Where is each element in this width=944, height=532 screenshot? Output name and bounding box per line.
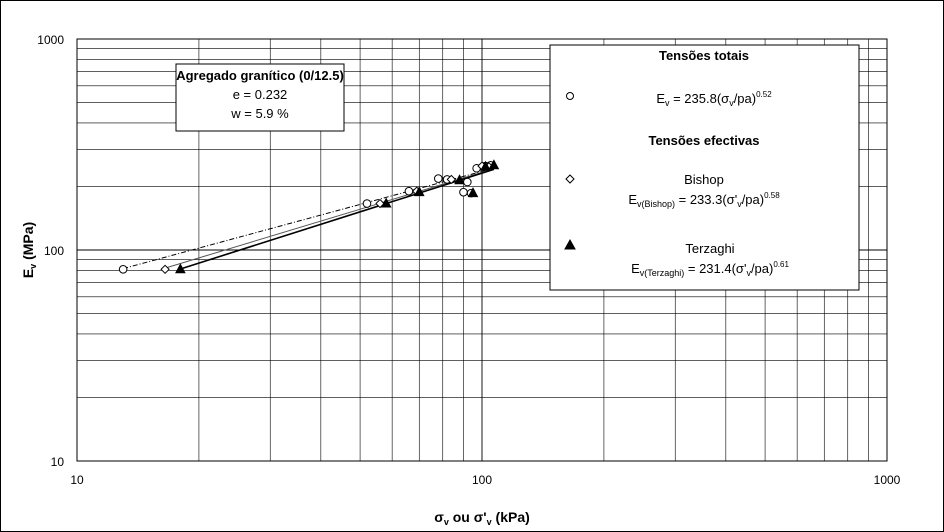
data-point-terzaghi (413, 186, 425, 197)
fit-lines (123, 168, 495, 270)
data-point-terzaghi (454, 174, 465, 185)
data-point-totais (118, 265, 128, 274)
info-box-water-content: w = 5.9 % (230, 106, 289, 121)
fit-line-1 (164, 169, 490, 269)
data-point-terzaghi (488, 159, 500, 170)
legend-equation-totais: Ev = 235.8(σv/pa)0.52 (656, 90, 772, 108)
data-point-totais (362, 199, 372, 208)
legend-marker-totais (566, 92, 574, 100)
y-tick-label-10: 10 (51, 455, 65, 469)
data-point-bishop (160, 264, 170, 275)
info-box: Agregado granítico (0/12.5) e = 0.232 w … (175, 63, 345, 132)
legend-equation-bishop: Ev(Bishop) = 233.3(σ'v/pa)0.58 (628, 191, 780, 209)
fit-line-2 (180, 168, 495, 270)
data-markers (118, 159, 500, 275)
data-point-terzaghi (480, 160, 491, 171)
plot-border (76, 38, 888, 462)
legend-equation-terzaghi: Ev(Terzaghi) = 231.4(σ'v/pa)0.61 (631, 260, 789, 278)
legend: Tensões totais Ev = 235.8(σv/pa)0.52 Ten… (549, 44, 860, 291)
y-axis-label: Ev (MPa) (20, 222, 38, 278)
x-tick-label-1000: 1000 (874, 473, 901, 487)
data-point-terzaghi (175, 263, 186, 274)
info-box-void-ratio: e = 0.232 (233, 87, 288, 102)
y-tick-label-100: 100 (44, 244, 64, 258)
legend-title-efectivas: Tensões efectivas (648, 133, 759, 148)
y-tick-label-1000: 1000 (37, 33, 64, 47)
x-tick-label-10: 10 (70, 473, 84, 487)
legend-marker-terzaghi (564, 238, 576, 250)
legend-title-totais: Tensões totais (659, 48, 749, 63)
data-point-terzaghi (467, 187, 479, 198)
x-tick-label-100: 100 (472, 473, 492, 487)
data-point-totais (404, 186, 414, 196)
info-box-title: Agregado granítico (0/12.5) (176, 68, 344, 83)
legend-marker-bishop (565, 174, 575, 184)
fit-line-0 (123, 168, 491, 270)
data-point-totais (433, 174, 443, 183)
x-axis-label: σv ou σ'v (kPa) (434, 509, 530, 527)
legend-name-bishop: Bishop (684, 172, 724, 187)
data-point-totais (463, 177, 472, 187)
data-point-totais (459, 187, 468, 197)
data-point-bishop (446, 174, 457, 185)
data-point-terzaghi (380, 197, 392, 208)
legend-name-terzaghi: Terzaghi (685, 241, 734, 256)
